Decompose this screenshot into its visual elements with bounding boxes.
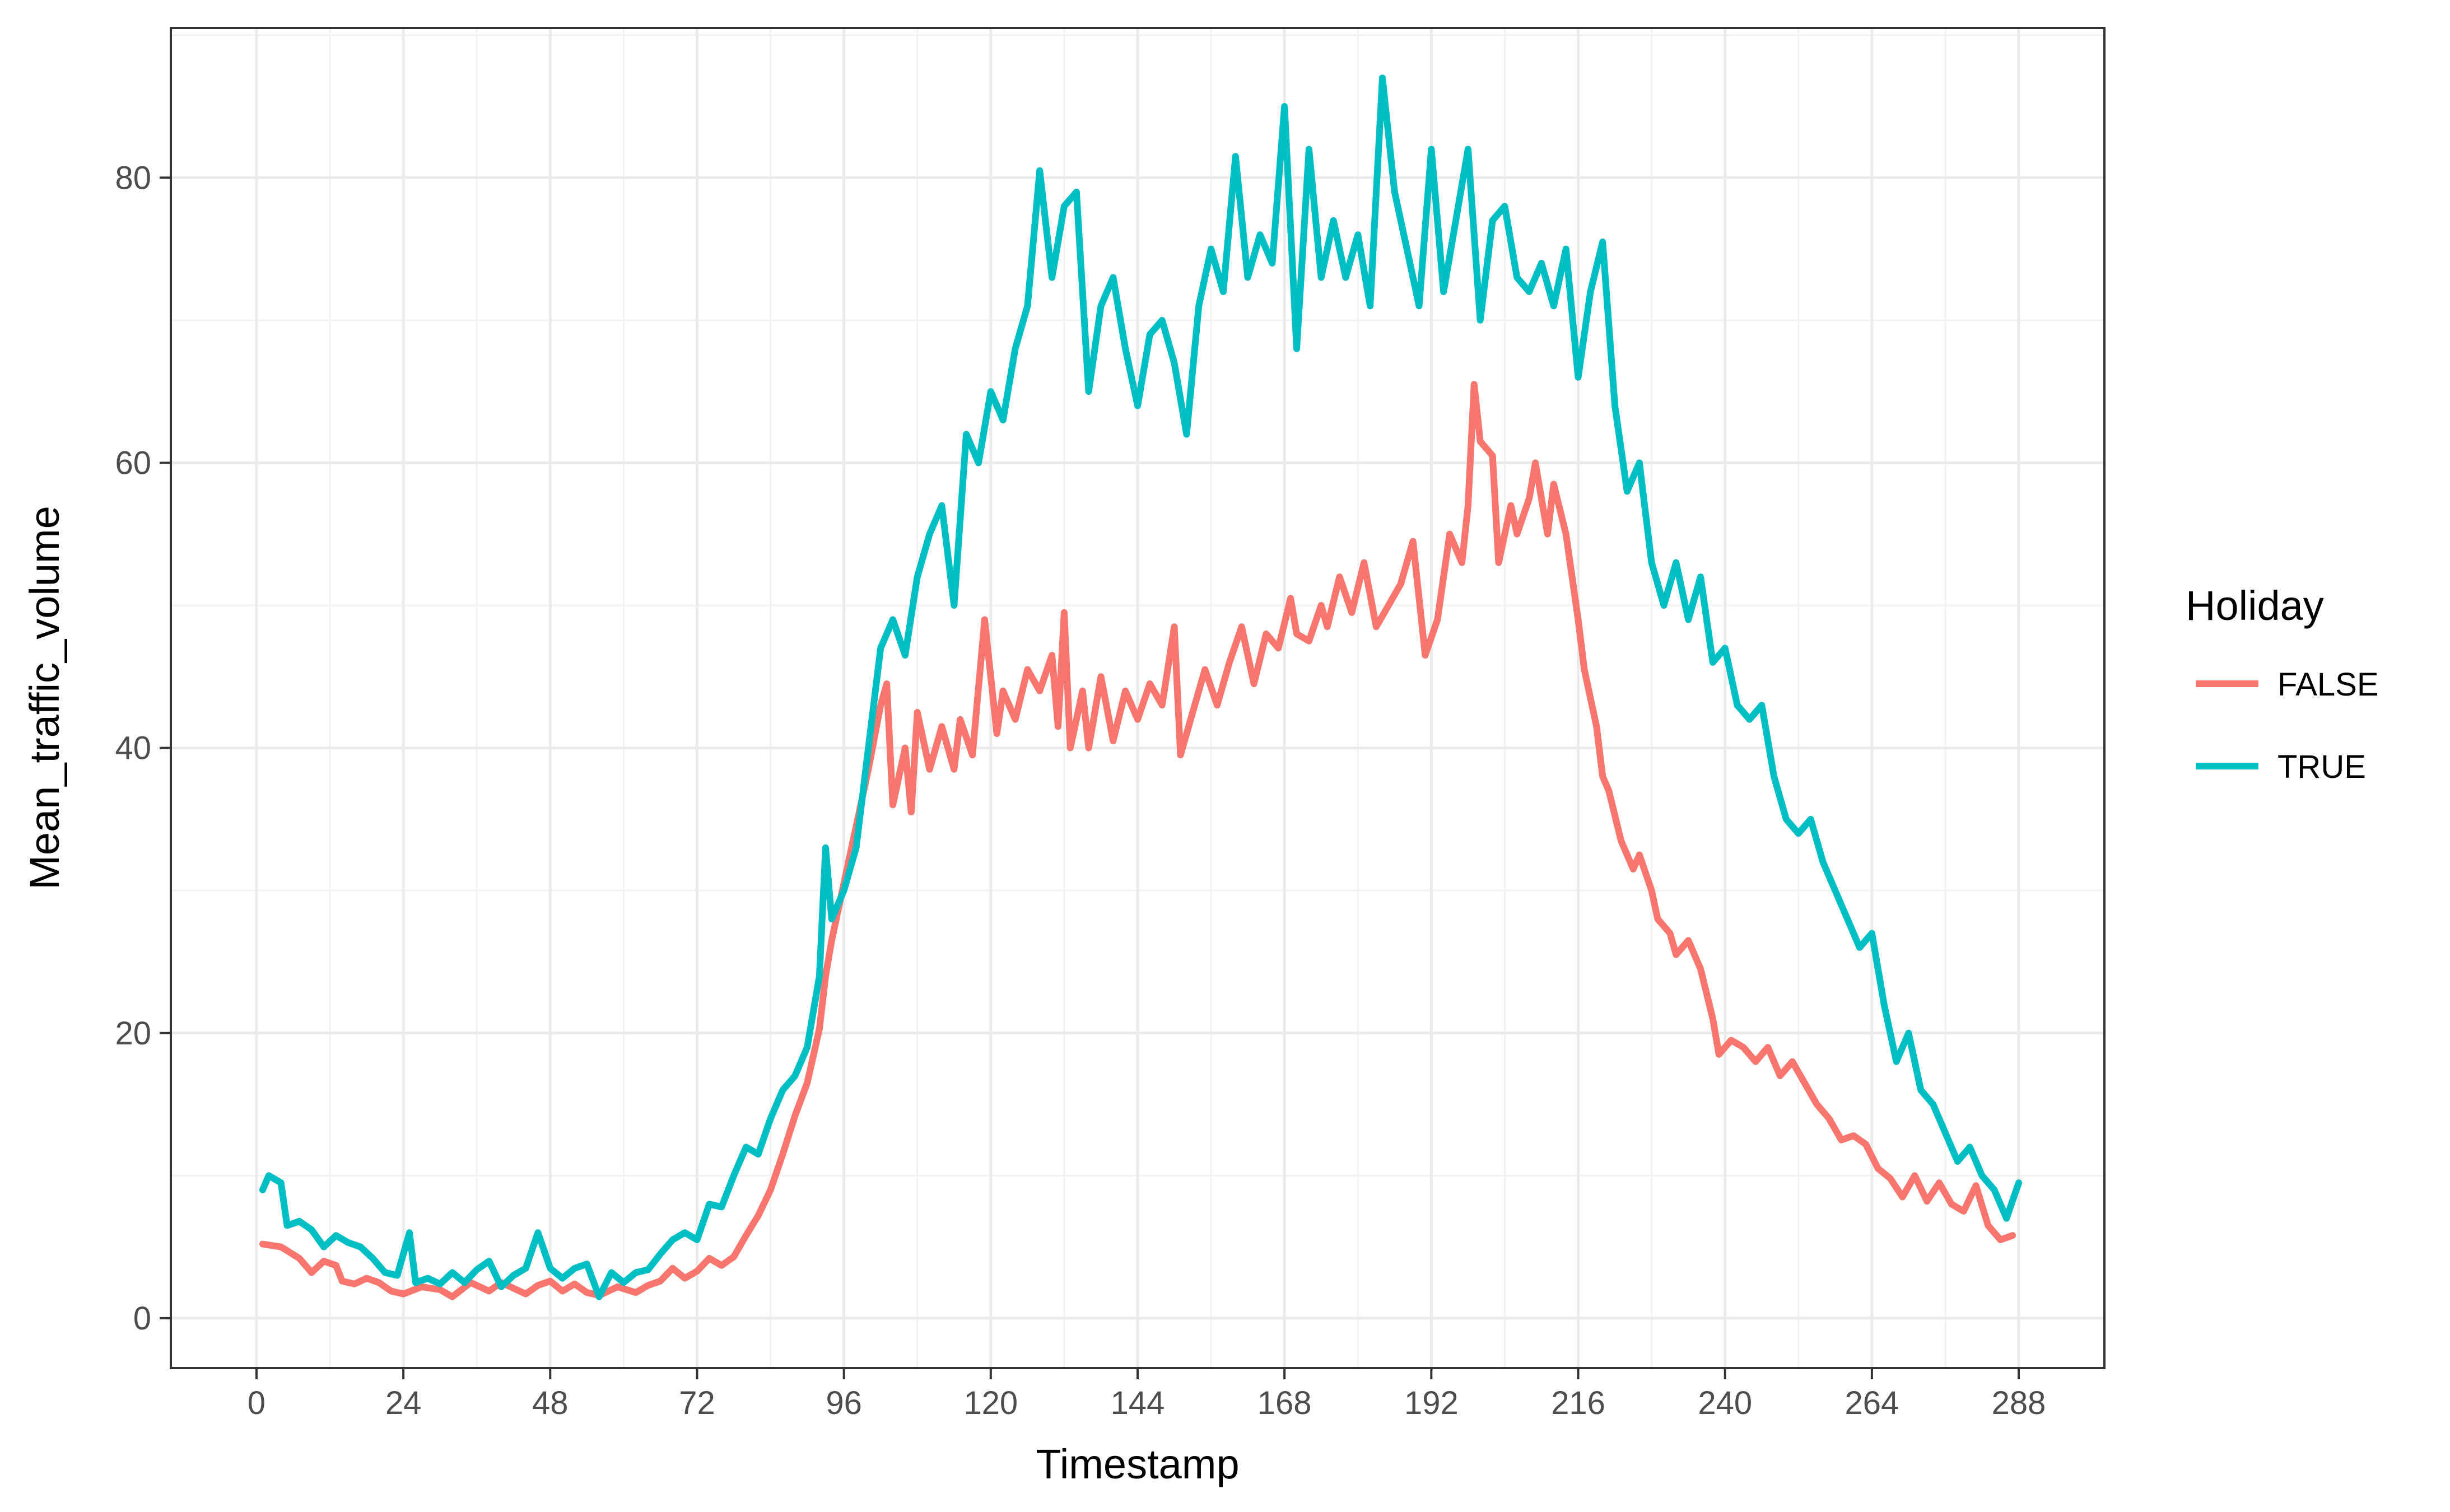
x-tick-label: 264: [1845, 1385, 1899, 1421]
grid-minor: [171, 28, 2104, 1368]
x-tick-label: 48: [532, 1385, 569, 1421]
y-tick-label: 20: [115, 1015, 151, 1052]
x-tick-label: 24: [385, 1385, 422, 1421]
y-axis-title: Mean_traffic_volume: [21, 506, 68, 890]
legend-label-true: TRUE: [2277, 749, 2366, 785]
x-tick-label: 168: [1257, 1385, 1312, 1421]
x-tick-label: 192: [1404, 1385, 1459, 1421]
x-tick-label: 288: [1992, 1385, 2046, 1421]
series-lines: [259, 74, 2023, 1300]
plot-panel: [170, 27, 2106, 1369]
legend-title: Holiday: [2186, 582, 2324, 629]
x-tick-label: 144: [1111, 1385, 1165, 1421]
y-tick-label: 60: [115, 445, 151, 481]
legend-keys: FALSE TRUE: [2196, 666, 2379, 785]
y-tick-label: 80: [115, 160, 151, 196]
y-tick-label: 0: [133, 1300, 151, 1337]
x-tick-label: 72: [679, 1385, 715, 1421]
x-axis: 0 24 48 72 96 120 144 168 192 216 240 264 288: [248, 1368, 2046, 1421]
x-tick-label: 96: [826, 1385, 862, 1421]
legend: Holiday FALSE TRUE: [2186, 582, 2379, 785]
y-tick-label: 40: [115, 730, 151, 767]
grid-major: [171, 28, 2104, 1368]
series-line-true: [259, 74, 2023, 1300]
x-tick-label: 240: [1698, 1385, 1752, 1421]
y-axis: 0 20 40 60 80: [115, 160, 171, 1337]
x-tick-label: 120: [963, 1385, 1018, 1421]
x-axis-title: Timestamp: [1036, 1441, 1239, 1487]
x-tick-label: 216: [1551, 1385, 1605, 1421]
x-tick-label: 0: [248, 1385, 266, 1421]
series-line-false: [259, 381, 2016, 1300]
legend-label-false: FALSE: [2277, 666, 2379, 703]
